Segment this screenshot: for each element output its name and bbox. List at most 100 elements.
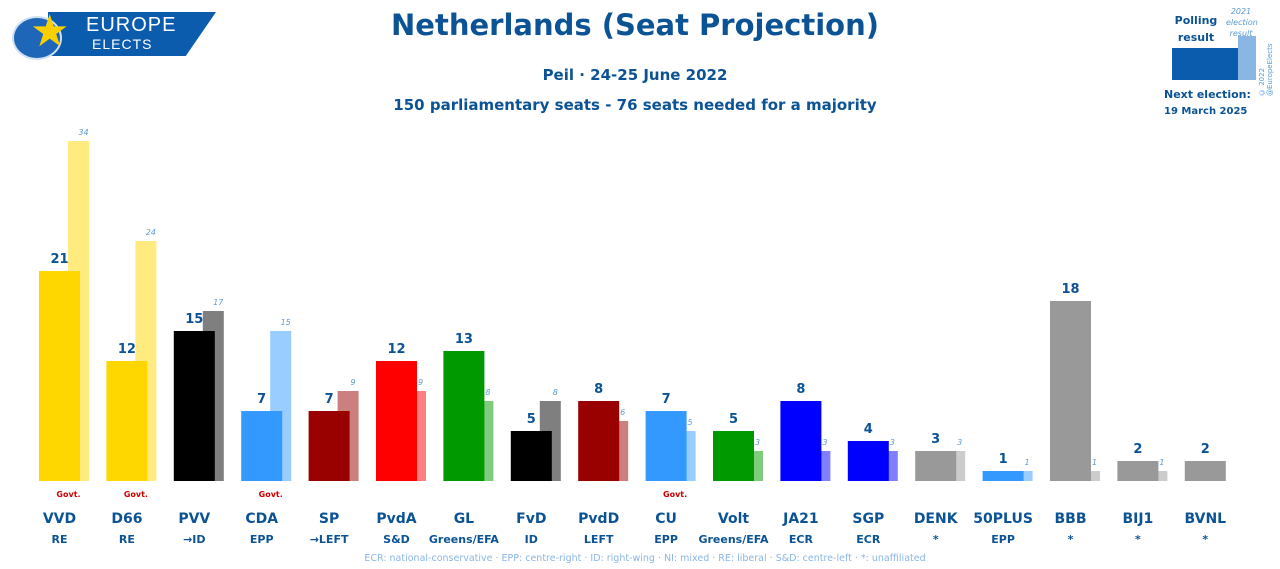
govt-marker-cda: Govt.	[259, 490, 283, 499]
govt-marker-cu: Govt.	[663, 490, 687, 499]
group-label-pvdd: LEFT	[584, 533, 614, 546]
logo-text-elects: ELECTS	[92, 36, 153, 52]
party-label-pvdd: PvdD	[578, 511, 619, 527]
legend-polling-swatch	[1172, 48, 1238, 80]
polling-bar-denk	[915, 451, 957, 481]
election-value-bij1: 1	[1159, 458, 1164, 467]
polling-bar-volt	[713, 431, 754, 481]
polling-value-denk: 3	[931, 432, 940, 447]
polling-value-ja21: 8	[796, 382, 805, 397]
legend-election-swatch	[1238, 36, 1256, 80]
election-value-denk: 3	[957, 438, 962, 447]
group-label-volt: Greens/EFA	[698, 533, 769, 546]
election-value-50plus: 1	[1025, 458, 1030, 467]
group-label-d66: RE	[119, 533, 135, 546]
polling-bar-ja21	[780, 401, 822, 481]
globe-icon	[12, 16, 62, 60]
legend: Polling result 2021 election result © 20…	[1160, 6, 1275, 126]
election-value-pvda: 9	[418, 378, 423, 387]
election-value-vvd: 34	[78, 128, 88, 137]
group-label-pvda: S&D	[383, 533, 410, 546]
party-label-bvnl: BVNL	[1185, 511, 1227, 527]
party-label-gl: GL	[454, 511, 474, 527]
group-label-vvd: RE	[52, 533, 68, 546]
election-value-cu: 5	[688, 418, 693, 427]
election-value-d66: 24	[146, 228, 156, 237]
polling-value-vvd: 21	[50, 252, 68, 267]
polling-bar-pvda	[376, 361, 417, 481]
polling-bar-bbb	[1050, 301, 1091, 481]
next-election-label: Next election:	[1164, 88, 1251, 101]
group-label-sp: →LEFT	[310, 533, 349, 546]
polling-value-gl: 13	[455, 332, 473, 347]
polling-bar-fvd	[510, 431, 552, 481]
election-value-fvd: 8	[553, 388, 558, 397]
group-label-ja21: ECR	[789, 533, 814, 546]
polling-value-cda: 7	[257, 392, 266, 407]
polling-bar-pvv	[173, 331, 215, 481]
party-label-volt: Volt	[718, 511, 749, 527]
party-label-sp: SP	[319, 511, 339, 527]
party-label-cu: CU	[655, 511, 677, 527]
election-value-ja21: 3	[822, 438, 827, 447]
election-value-gl: 8	[485, 388, 490, 397]
election-value-pvdd: 6	[620, 408, 625, 417]
europe-elects-logo: ★ EUROPE ELECTS	[8, 6, 218, 60]
chart-subtitle: Peil · 24-25 June 2022	[542, 66, 728, 84]
party-label-fvd: FvD	[516, 511, 546, 527]
polling-bar-d66	[106, 361, 148, 481]
group-label-bvnl: *	[1202, 533, 1208, 546]
polling-value-bvnl: 2	[1201, 442, 1210, 457]
group-label-bij1: *	[1135, 533, 1141, 546]
polling-bar-cu	[645, 411, 687, 481]
logo-banner	[48, 12, 216, 56]
polling-bar-pvdd	[578, 401, 620, 481]
next-election-date: 19 March 2025	[1164, 106, 1248, 117]
group-label-pvv: →ID	[183, 533, 205, 546]
polling-value-pvdd: 8	[594, 382, 603, 397]
chart-subtitle-seats: 150 parliamentary seats - 76 seats neede…	[393, 96, 877, 114]
group-label-bbb: *	[1068, 533, 1074, 546]
election-value-pvv: 17	[213, 298, 224, 307]
logo-text-europe: EUROPE	[86, 14, 177, 36]
polling-value-cu: 7	[662, 392, 671, 407]
polling-value-50plus: 1	[999, 452, 1008, 467]
election-value-cda: 15	[281, 318, 291, 327]
polling-value-d66: 12	[118, 342, 136, 357]
legend-polling-label: Polling result	[1174, 14, 1218, 44]
polling-bar-bij1	[1117, 461, 1159, 481]
group-label-denk: *	[933, 533, 939, 546]
star-icon: ★	[30, 6, 70, 57]
footer-legend-note: ECR: national-conservative · EPP: centre…	[364, 553, 926, 564]
party-label-denk: DENK	[914, 511, 959, 527]
polling-bar-vvd	[39, 271, 80, 481]
polling-bar-50plus	[982, 471, 1024, 481]
polling-bar-bvnl	[1184, 461, 1226, 481]
group-label-sgp: ECR	[856, 533, 881, 546]
polling-value-bij1: 2	[1133, 442, 1142, 457]
party-label-bbb: BBB	[1054, 511, 1086, 527]
chart-title: Netherlands (Seat Projection)	[391, 8, 879, 42]
group-label-cda: EPP	[250, 533, 274, 546]
party-label-pvda: PvdA	[376, 511, 416, 527]
group-label-50plus: EPP	[991, 533, 1015, 546]
party-label-pvv: PVV	[178, 511, 210, 527]
party-label-50plus: 50PLUS	[973, 511, 1033, 527]
polling-value-sgp: 4	[864, 422, 873, 437]
party-label-bij1: BIJ1	[1122, 511, 1153, 527]
party-label-sgp: SGP	[852, 511, 884, 527]
legend-election-label: 2021 election result	[1226, 7, 1258, 38]
polling-value-pvda: 12	[387, 342, 405, 357]
party-label-d66: D66	[111, 511, 142, 527]
polling-bar-gl	[443, 351, 485, 481]
party-label-ja21: JA21	[782, 511, 819, 527]
polling-bar-sgp	[847, 441, 889, 481]
polling-value-volt: 5	[729, 412, 738, 427]
polling-value-bbb: 18	[1061, 282, 1079, 297]
polling-value-fvd: 5	[527, 412, 536, 427]
party-label-vvd: VVD	[43, 511, 76, 527]
govt-marker-d66: Govt.	[124, 490, 148, 499]
election-value-bbb: 1	[1092, 458, 1097, 467]
polling-bar-cda	[241, 411, 283, 481]
